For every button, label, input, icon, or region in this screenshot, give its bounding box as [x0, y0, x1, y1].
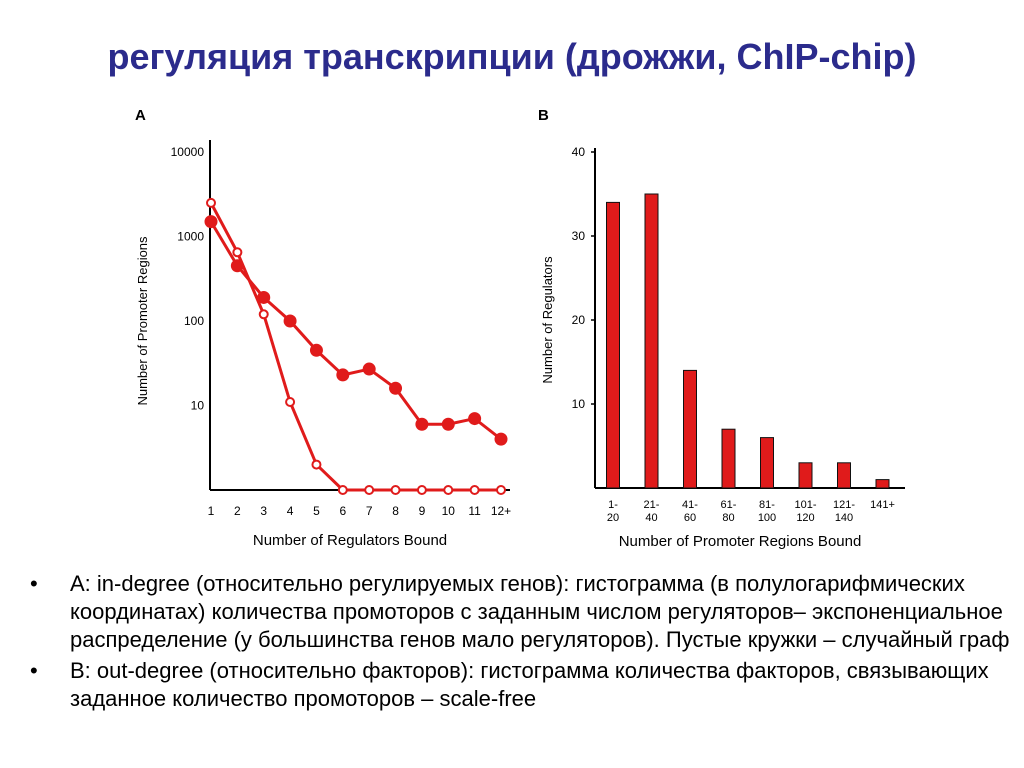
x-tick-label: 80 [722, 512, 734, 524]
x-tick-label: 141+ [870, 499, 895, 511]
data-point-open [258, 309, 269, 320]
y-axis-label: Number of Promoter Regions [135, 236, 150, 406]
x-tick-label: 3 [260, 504, 267, 518]
y-axis-label: Number of Regulators [540, 256, 555, 384]
x-tick-label: 60 [684, 512, 696, 524]
data-point-filled [336, 368, 350, 382]
chart-b-out-degree: B403020101-2021-4041-6061-8081-100101-12… [538, 107, 905, 550]
data-point-open [285, 397, 296, 408]
data-point-open [337, 485, 348, 495]
x-tick-label: 140 [835, 512, 853, 524]
y-tick-label: 1000 [177, 230, 204, 244]
y-tick-label: 10 [572, 397, 586, 411]
data-point-open [390, 485, 401, 495]
data-point-open [364, 485, 375, 495]
chart-a-in-degree: A 10000 1000 100 10 1 2 3 4 5 6 7 8 9 10 11 12+ Number of… [135, 107, 511, 549]
x-tick-label: 121- [833, 499, 855, 511]
data-point-filled [494, 432, 508, 446]
x-tick-label: 6 [339, 504, 346, 518]
x-tick-label: 7 [366, 504, 373, 518]
bar [837, 462, 851, 489]
data-point-filled [204, 215, 218, 229]
x-tick-label: 40 [645, 512, 657, 524]
y-tick-label: 100 [184, 314, 204, 328]
y-tick-label: 40 [572, 145, 586, 159]
bullet-text-a: A: in-degree (относительно регулируемых … [70, 571, 1010, 652]
data-point-filled [257, 290, 271, 304]
bar [644, 193, 659, 489]
x-axis-label: Number of Promoter Regions Bound [619, 533, 862, 550]
bullet-item-b: • B: out-degree (относительно факторов):… [30, 657, 1015, 713]
x-tick-label: 4 [287, 504, 294, 518]
bullet-mark: • [30, 658, 38, 683]
y-tick-label: 30 [572, 229, 586, 243]
x-tick-label: 10 [442, 504, 456, 518]
data-point-filled [283, 314, 297, 328]
x-tick-label: 100 [758, 512, 776, 524]
y-tick-label: 10 [191, 399, 205, 413]
bullet-mark: • [30, 571, 38, 596]
x-tick-label: 20 [607, 512, 619, 524]
panel-label: A [135, 107, 146, 124]
bar [760, 437, 774, 489]
x-tick-label: 120 [796, 512, 814, 524]
x-tick-label: 21- [644, 499, 660, 511]
data-point-filled [309, 343, 323, 357]
x-tick-label: 101- [794, 499, 816, 511]
x-tick-label: 41- [682, 499, 698, 511]
bar [721, 428, 736, 489]
slide-title: регуляция транскрипции (дрожжи, ChIP-chi… [107, 36, 917, 77]
y-tick-label: 20 [572, 313, 586, 327]
x-tick-label: 1 [208, 504, 215, 518]
data-point-open [311, 459, 322, 470]
data-point-open [496, 485, 506, 495]
bar [606, 201, 620, 489]
data-point-filled [362, 362, 376, 376]
x-tick-label: 2 [234, 504, 241, 518]
data-point-filled [389, 381, 403, 395]
y-tick-label: 10000 [171, 145, 205, 159]
data-point-open [469, 485, 480, 495]
data-point-open [232, 247, 243, 258]
series-line-filled [209, 220, 502, 441]
bullet-list: • A: in-degree (относительно регулируемы… [30, 570, 1015, 716]
x-tick-label: 1- [608, 499, 618, 511]
x-tick-label: 9 [419, 504, 426, 518]
bullet-item-a: • A: in-degree (относительно регулируемы… [30, 570, 1015, 654]
x-tick-label: 12+ [491, 504, 511, 518]
x-axis-label: Number of Regulators Bound [253, 532, 447, 549]
bar [798, 462, 813, 489]
x-tick-label: 61- [721, 499, 737, 511]
bullet-text-b: B: out-degree (относительно факторов): г… [70, 658, 989, 711]
x-tick-label: 8 [392, 504, 399, 518]
data-point-open [416, 485, 427, 495]
data-point-open [443, 485, 454, 495]
x-tick-label: 11 [468, 504, 481, 518]
data-point-filled [468, 412, 482, 426]
series-line-open [209, 202, 501, 492]
data-point-open [206, 197, 216, 208]
x-tick-label: 81- [759, 499, 775, 511]
bar [875, 479, 890, 489]
panel-label: B [538, 107, 549, 124]
data-point-filled [415, 417, 429, 431]
bar [683, 369, 697, 489]
data-point-filled [441, 417, 455, 431]
x-tick-label: 5 [313, 504, 320, 518]
